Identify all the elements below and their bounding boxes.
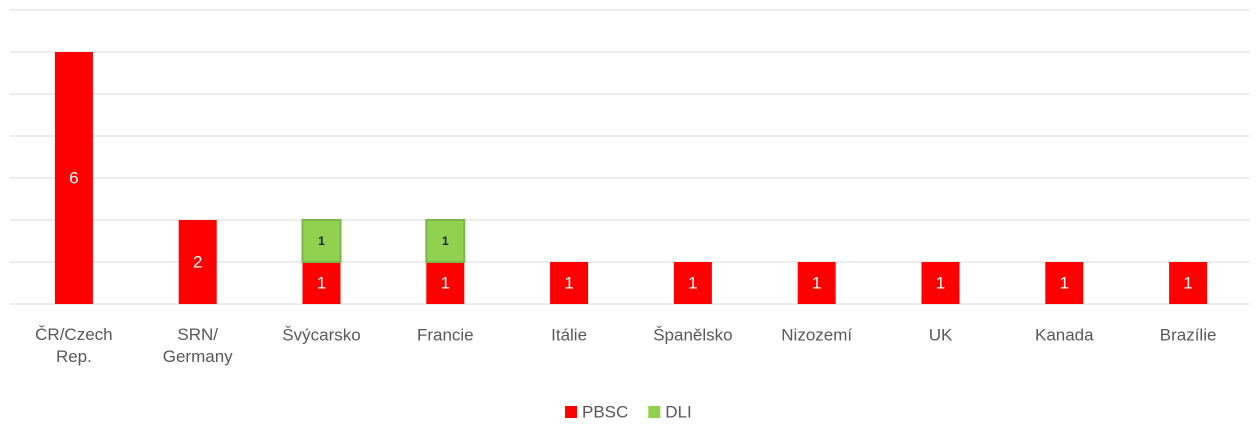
bar-segment	[1045, 262, 1084, 304]
bar-segment	[673, 262, 712, 304]
x-tick-label-line: ČR/Czech	[35, 325, 112, 344]
x-tick-label: Itálie	[551, 325, 587, 344]
x-tick-label: SRN/Germany	[163, 325, 233, 366]
data-label: 1	[1183, 273, 1192, 292]
x-tick-label: UK	[929, 325, 953, 344]
bar-segment	[426, 262, 465, 304]
bar-segment	[425, 219, 466, 263]
legend-label: DLI	[665, 402, 691, 421]
data-label: 2	[193, 252, 202, 271]
x-tick-label-line: Rep.	[56, 347, 92, 366]
x-tick-label: Francie	[417, 325, 474, 344]
x-tick-label-line: SRN/	[177, 325, 218, 344]
data-label: 1	[564, 273, 573, 292]
bar-segment	[178, 220, 217, 304]
bar-segment	[797, 262, 836, 304]
legend-swatch	[648, 406, 661, 418]
data-label: 1	[1060, 273, 1069, 292]
x-tick-label: Kanada	[1035, 325, 1094, 344]
data-label: 1	[936, 273, 945, 292]
x-tick-label: Španělsko	[653, 325, 732, 344]
data-label: 1	[812, 273, 821, 292]
data-label: 1	[441, 273, 450, 292]
bar-segment	[1169, 262, 1208, 304]
bar-segment	[301, 219, 342, 263]
x-tick-label-line: Germany	[163, 347, 233, 366]
data-label: 1	[688, 273, 697, 292]
x-tick-label: ČR/Czech Rep.	[35, 325, 112, 366]
bar-segment	[550, 262, 589, 304]
bar-segment	[54, 52, 93, 304]
bar-segment	[921, 262, 960, 304]
legend-label: PBSC	[582, 402, 628, 421]
bar-segment	[302, 262, 341, 304]
data-label: 1	[442, 234, 449, 248]
data-label: 1	[317, 273, 326, 292]
x-tick-label: Švýcarsko	[282, 325, 360, 344]
x-tick-label: Nizozemí	[781, 325, 852, 344]
x-tick-label: Brazílie	[1160, 325, 1217, 344]
data-label: 1	[318, 234, 325, 248]
data-label: 6	[69, 168, 78, 187]
legend-swatch	[565, 406, 577, 418]
